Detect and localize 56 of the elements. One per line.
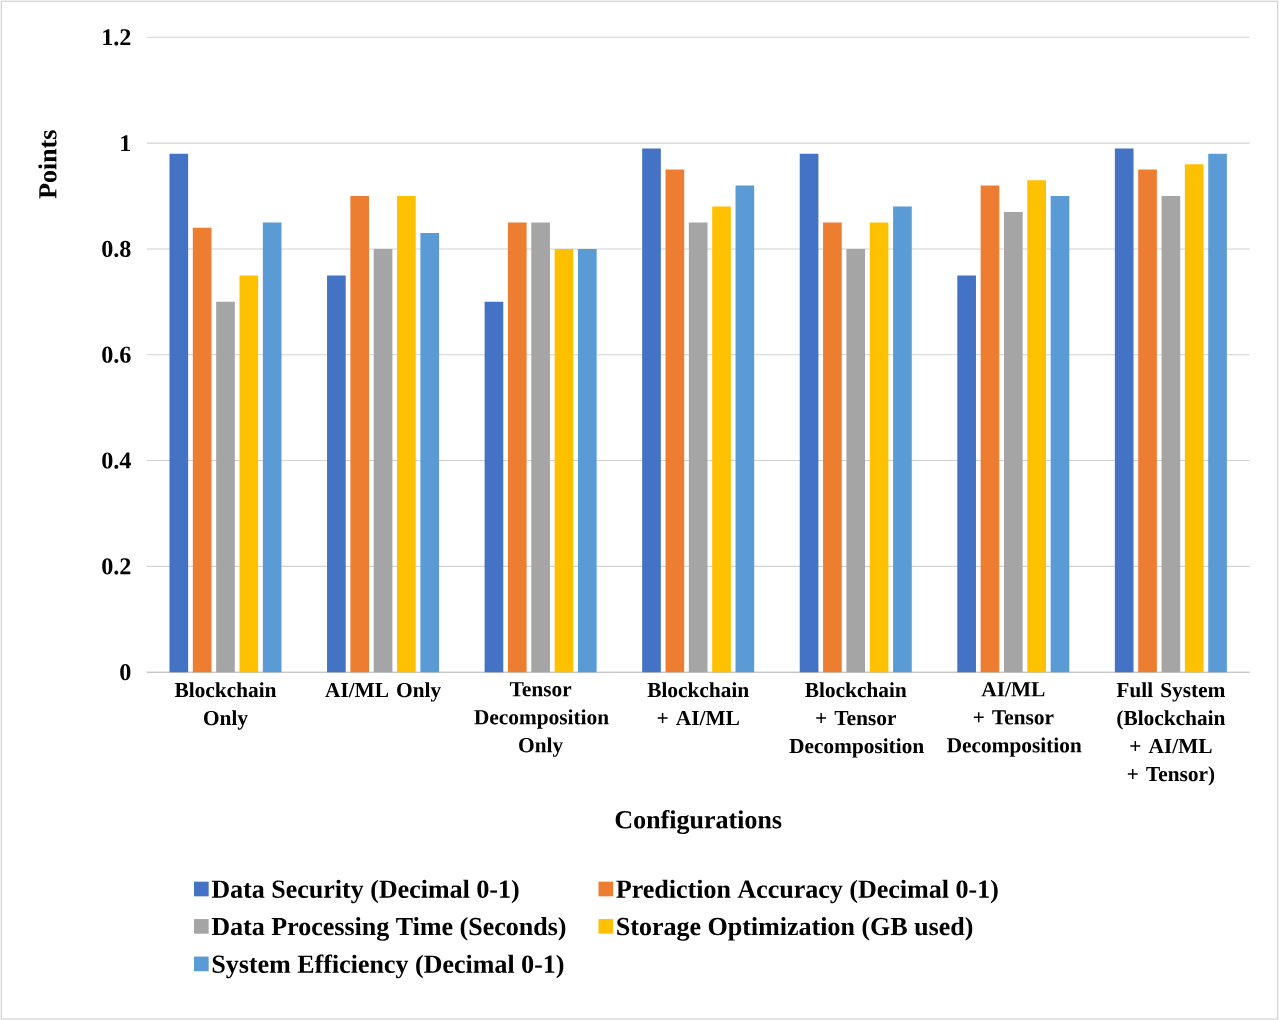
x-tick-label: AI/ML + Tensor Decomposition bbox=[947, 682, 1082, 757]
bar bbox=[192, 227, 212, 673]
x-tick-label: Full System (Blockchain + AI/ML + Tensor) bbox=[1116, 682, 1226, 786]
x-tick-label: Blockchain + Tensor Decomposition bbox=[789, 682, 924, 758]
bar bbox=[216, 301, 235, 673]
bar bbox=[1161, 195, 1181, 673]
bar bbox=[823, 222, 842, 673]
bar bbox=[239, 275, 259, 673]
y-tick-label: 0.2 bbox=[102, 558, 131, 575]
bar bbox=[531, 222, 550, 673]
y-tick-label: 0.8 bbox=[102, 240, 131, 257]
bar bbox=[327, 275, 346, 673]
bar bbox=[869, 222, 889, 673]
legend-label: Prediction Accuracy (Decimal 0-1) bbox=[616, 879, 998, 904]
bar bbox=[577, 248, 597, 673]
bar bbox=[1050, 195, 1070, 673]
x-tick-label: Blockchain Only bbox=[174, 682, 277, 730]
y-tick-label: 1 bbox=[121, 135, 131, 151]
x-tick-label: Tensor Decomposition Only bbox=[474, 682, 609, 757]
legend-label: System Efficiency (Decimal 0-1) bbox=[212, 954, 564, 979]
bar bbox=[554, 248, 574, 673]
x-axis-title: Configurations bbox=[615, 809, 782, 834]
y-tick-label: 0.4 bbox=[102, 452, 131, 469]
bar bbox=[397, 195, 416, 673]
bar bbox=[1184, 164, 1204, 673]
legend-label: Data Processing Time (Seconds) bbox=[211, 916, 566, 941]
bar bbox=[1114, 148, 1134, 673]
y-axis-title: Points bbox=[38, 130, 57, 199]
bar bbox=[893, 206, 912, 673]
legend-label: Data Security (Decimal 0-1) bbox=[211, 879, 519, 904]
bar bbox=[957, 275, 976, 673]
bar bbox=[980, 185, 1000, 673]
bar bbox=[350, 195, 370, 673]
bar bbox=[735, 185, 755, 673]
bar bbox=[642, 148, 661, 673]
bar bbox=[688, 222, 708, 673]
y-tick-label: 1.2 bbox=[103, 29, 131, 46]
bar bbox=[507, 222, 527, 673]
bar bbox=[1208, 153, 1227, 673]
bar bbox=[1003, 211, 1023, 673]
x-tick-label: Blockchain + AI/ML bbox=[647, 682, 749, 726]
x-tick-label: AI/ML Only bbox=[325, 682, 441, 702]
bar bbox=[846, 248, 866, 673]
legend-label: Storage Optimization (GB used) bbox=[617, 916, 973, 941]
y-tick-label: 0.6 bbox=[102, 346, 131, 363]
bar bbox=[373, 248, 393, 673]
bar bbox=[799, 153, 819, 673]
bar bbox=[262, 222, 282, 673]
bar bbox=[169, 153, 189, 673]
bar bbox=[484, 301, 504, 673]
bar bbox=[420, 232, 440, 673]
bar bbox=[1027, 180, 1046, 673]
bar bbox=[665, 169, 685, 673]
bar bbox=[712, 206, 731, 673]
y-tick-label: 0 bbox=[120, 663, 131, 681]
bar bbox=[1138, 169, 1157, 673]
